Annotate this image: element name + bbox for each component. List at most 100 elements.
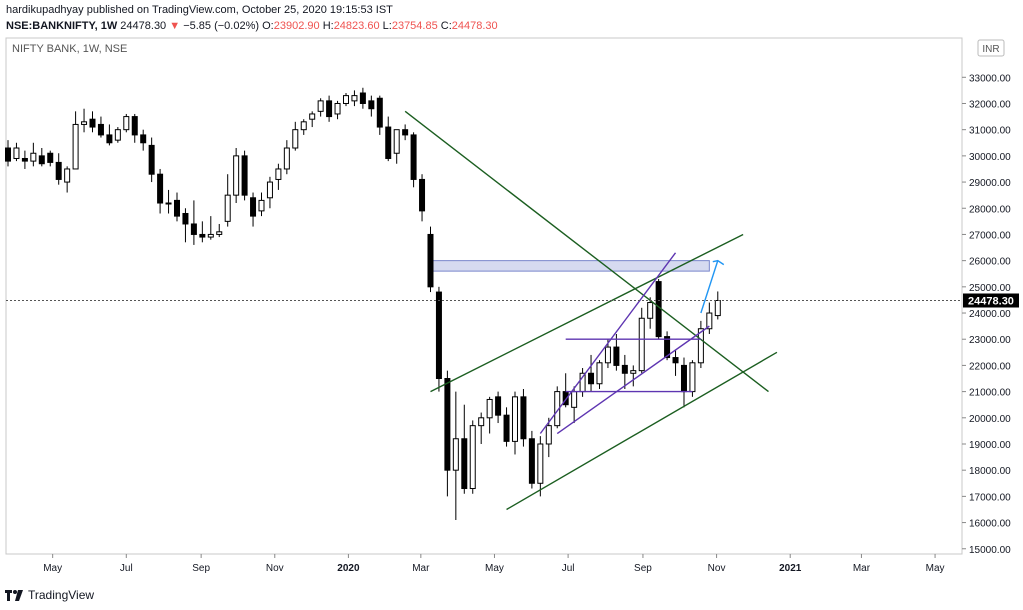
candle-body bbox=[528, 438, 535, 484]
projection-arrow-line bbox=[700, 260, 719, 314]
candle-body bbox=[647, 302, 654, 319]
candle-body bbox=[89, 118, 96, 128]
y-axis: 15000.00 16000.00 17000.00 18000.00 19000.00… bbox=[962, 73, 1011, 556]
y-tick-label: 27000.00 bbox=[969, 230, 1011, 241]
candle-body bbox=[697, 328, 704, 364]
candle-body bbox=[664, 336, 671, 359]
candle-body bbox=[638, 317, 645, 372]
candle-body bbox=[351, 95, 358, 102]
y-tick-label: 29000.00 bbox=[969, 178, 1011, 189]
ohlc-line: NSE:BANKNIFTY, 1W 24478.30 ▼ −5.85 (−0.0… bbox=[6, 18, 498, 34]
candle-body bbox=[385, 126, 392, 159]
candle-body bbox=[81, 121, 88, 125]
x-axis: May Jul Sep Nov 2020 Mar May Jul Sep Nov 2021 Mar Ma… bbox=[43, 554, 945, 574]
candle-body bbox=[334, 102, 341, 115]
candle-body bbox=[224, 194, 231, 222]
x-tick-label: Sep bbox=[192, 563, 210, 574]
currency-badge-label: INR bbox=[982, 44, 999, 55]
candle-body bbox=[714, 299, 721, 317]
candle-body bbox=[393, 129, 400, 154]
candle-body bbox=[55, 161, 62, 180]
candle-body bbox=[596, 362, 603, 385]
chart-header: hardikupadhyay published on TradingView.… bbox=[6, 2, 498, 34]
candle-body bbox=[342, 95, 349, 104]
candle-body bbox=[452, 438, 459, 471]
x-tick-label: 2020 bbox=[337, 563, 360, 574]
candle-body bbox=[13, 147, 20, 159]
y-tick-label: 22000.00 bbox=[969, 361, 1011, 372]
candle-body bbox=[5, 147, 11, 162]
candle-body bbox=[266, 181, 273, 199]
candle-body bbox=[216, 231, 223, 235]
candle-body bbox=[706, 312, 713, 330]
y-tick-label: 19000.00 bbox=[969, 440, 1011, 451]
trendline bbox=[404, 110, 769, 393]
y-tick-label: 18000.00 bbox=[969, 466, 1011, 477]
candle-body bbox=[444, 378, 451, 471]
candle-body bbox=[275, 168, 282, 180]
candle-body bbox=[199, 233, 206, 238]
candle-body bbox=[131, 116, 138, 136]
currency-badge[interactable]: INR bbox=[977, 39, 1005, 57]
candle-body bbox=[38, 155, 45, 165]
high-value: 24823.60 bbox=[333, 20, 380, 32]
x-tick-label: Jul bbox=[120, 563, 133, 574]
candle-body bbox=[326, 100, 333, 118]
footer-brand[interactable]: TradingView bbox=[4, 588, 94, 602]
x-tick-label: Sep bbox=[634, 563, 652, 574]
x-tick-label: Mar bbox=[853, 563, 871, 574]
candle-body bbox=[672, 357, 679, 364]
resistance-zone bbox=[429, 260, 710, 272]
candle-body bbox=[520, 396, 527, 440]
candle-body bbox=[97, 123, 104, 136]
candle-body bbox=[402, 129, 409, 136]
candle-body bbox=[478, 417, 485, 427]
candle-body bbox=[376, 97, 383, 128]
channel-line bbox=[539, 252, 677, 434]
candle-body bbox=[106, 134, 113, 144]
low-value: 23754.85 bbox=[391, 20, 438, 32]
low-label: L: bbox=[382, 20, 392, 32]
y-tick-label: 21000.00 bbox=[969, 388, 1011, 399]
close-value: 24478.30 bbox=[451, 20, 498, 32]
candle-body bbox=[292, 129, 299, 149]
candle-body bbox=[309, 113, 316, 120]
open-label: O: bbox=[262, 20, 274, 32]
last-price-tag: 24478.30 bbox=[963, 293, 1019, 308]
candle-body bbox=[461, 438, 468, 490]
candle-body bbox=[410, 134, 417, 180]
trendline bbox=[506, 351, 778, 511]
candle-body bbox=[613, 346, 620, 366]
candles bbox=[5, 87, 721, 520]
candle-body bbox=[300, 121, 307, 131]
candle-body bbox=[511, 396, 518, 442]
y-tick-label: 30000.00 bbox=[969, 152, 1011, 163]
candle-body bbox=[30, 152, 37, 162]
symbol-label: NSE:BANKNIFTY, 1W bbox=[6, 20, 118, 32]
candle-body bbox=[469, 425, 476, 490]
candle-body bbox=[165, 202, 172, 205]
candle-body bbox=[207, 233, 214, 238]
x-tick-label: 2021 bbox=[779, 563, 802, 574]
candle-body bbox=[503, 414, 510, 442]
candle-body bbox=[545, 425, 552, 445]
candle-body bbox=[190, 223, 197, 235]
tradingview-logo-icon bbox=[5, 590, 23, 601]
open-value: 23902.90 bbox=[273, 20, 320, 32]
candle-body bbox=[233, 155, 240, 196]
candle-body bbox=[283, 147, 290, 170]
x-tick-label: May bbox=[43, 563, 62, 574]
candle-body bbox=[241, 155, 248, 196]
candle-body bbox=[427, 233, 434, 288]
plot-frame bbox=[5, 37, 963, 555]
candle-body bbox=[630, 370, 637, 374]
candle-body bbox=[123, 116, 130, 131]
publisher-line: hardikupadhyay published on TradingView.… bbox=[6, 4, 393, 16]
x-tick-label: Jul bbox=[562, 563, 575, 574]
candle-body bbox=[114, 129, 121, 141]
brand-label: TradingView bbox=[28, 588, 95, 602]
candle-body bbox=[571, 391, 578, 408]
x-tick-label: Mar bbox=[412, 563, 430, 574]
y-tick-label: 31000.00 bbox=[969, 126, 1011, 137]
